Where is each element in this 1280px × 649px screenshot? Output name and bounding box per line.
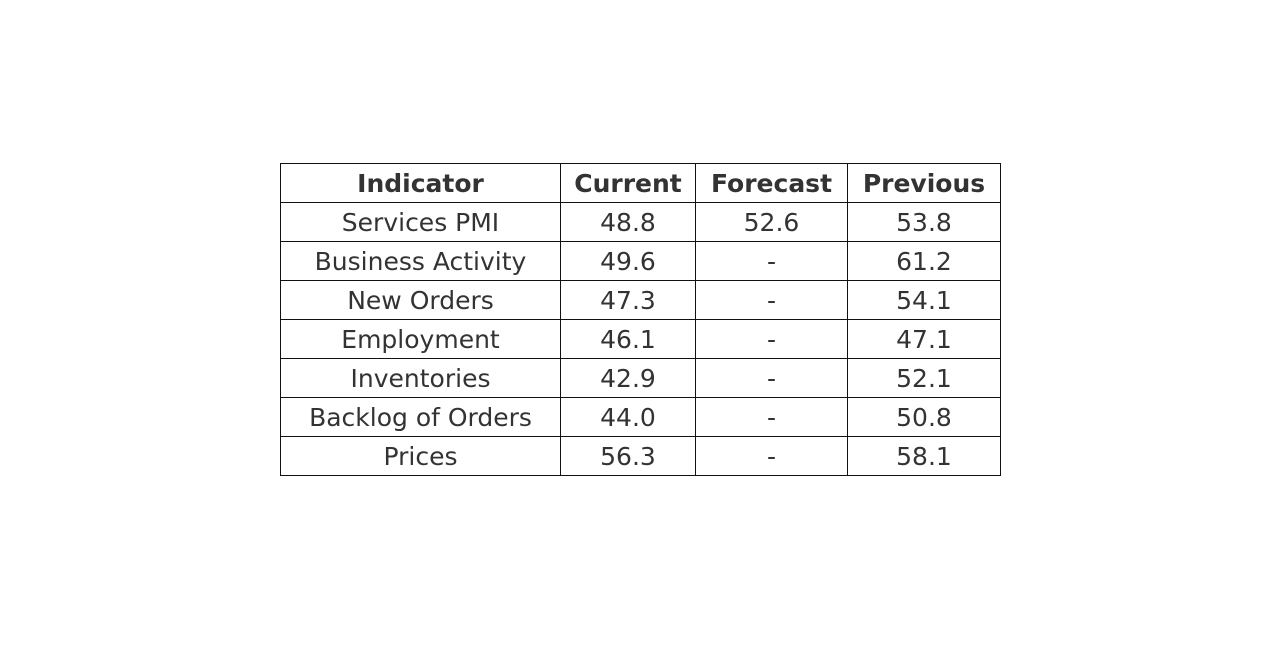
table-cell: 56.3 <box>560 436 696 476</box>
table-cell: Employment <box>280 319 561 359</box>
header-cell: Current <box>560 163 696 203</box>
table-cell: 44.0 <box>560 397 696 437</box>
table-row: Backlog of Orders 44.0-50.8 <box>280 397 1001 437</box>
table-row: Prices 56.3-58.1 <box>280 436 1001 476</box>
table-cell: 53.8 <box>847 202 1001 242</box>
table-row: New Orders 47.3-54.1 <box>280 280 1001 320</box>
table-cell: 52.1 <box>847 358 1001 398</box>
table-cell: New Orders <box>280 280 561 320</box>
table-cell: 47.3 <box>560 280 696 320</box>
table-body: Services PMI 48.8 52.6 53.8 Business Activit… <box>280 202 1001 476</box>
table-cell: - <box>695 397 848 437</box>
table-cell: Backlog of Orders <box>280 397 561 437</box>
table-cell: 42.9 <box>560 358 696 398</box>
table-row: Services PMI 48.8 52.6 53.8 <box>280 202 1001 242</box>
header-cell: Indicator <box>280 163 561 203</box>
table-cell: Business Activity <box>280 241 561 281</box>
header-cell: Forecast <box>695 163 848 203</box>
table-cell: 58.1 <box>847 436 1001 476</box>
table-cell: 47.1 <box>847 319 1001 359</box>
header-row: Indicator Current Forecast Previous <box>280 163 1001 203</box>
table-row: Business Activity 49.6-61.2 <box>280 241 1001 281</box>
table-cell: - <box>695 436 848 476</box>
table-cell: 54.1 <box>847 280 1001 320</box>
table-cell: - <box>695 358 848 398</box>
table-cell: 49.6 <box>560 241 696 281</box>
data-table: Indicator Current Forecast Previous Service… <box>280 163 1001 476</box>
table-cell: 52.6 <box>695 202 848 242</box>
table-cell: - <box>695 241 848 281</box>
table-cell: Prices <box>280 436 561 476</box>
table-row: Employment 46.1-47.1 <box>280 319 1001 359</box>
table-cell: Inventories <box>280 358 561 398</box>
table-cell: - <box>695 280 848 320</box>
header-cell: Previous <box>847 163 1001 203</box>
table-cell: Services PMI <box>280 202 561 242</box>
table-cell: 61.2 <box>847 241 1001 281</box>
table-row: Inventories 42.9-52.1 <box>280 358 1001 398</box>
table-cell: 50.8 <box>847 397 1001 437</box>
table-cell: 46.1 <box>560 319 696 359</box>
table-cell: 48.8 <box>560 202 696 242</box>
table-cell: - <box>695 319 848 359</box>
